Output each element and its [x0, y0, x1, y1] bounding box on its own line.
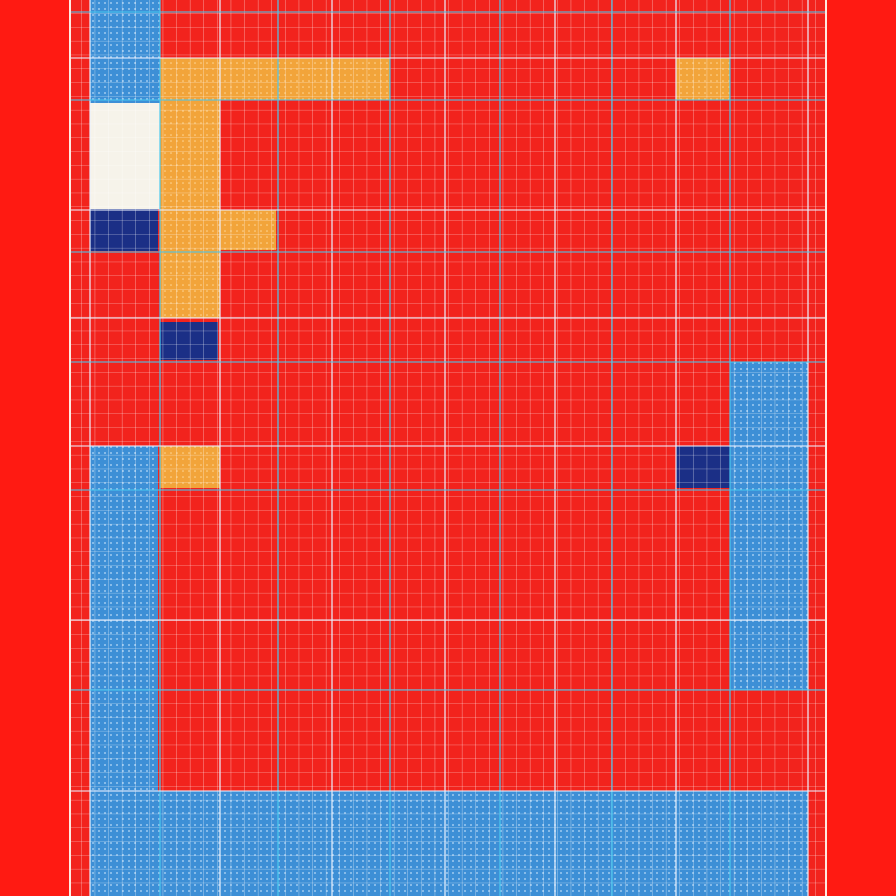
- accent-grid-lines: [70, 0, 826, 896]
- fine-grid-overlay: [70, 0, 826, 896]
